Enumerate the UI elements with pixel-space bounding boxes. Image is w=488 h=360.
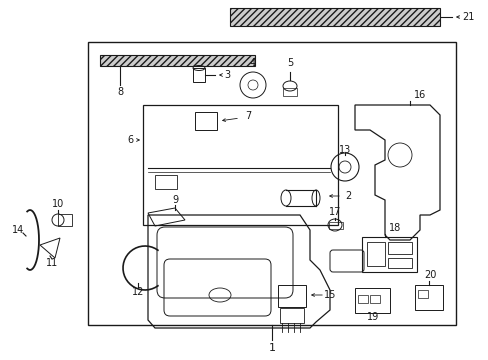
Text: 3: 3: [224, 70, 229, 80]
Text: 7: 7: [244, 111, 251, 121]
Bar: [280, 308, 304, 323]
Bar: [387, 242, 411, 254]
Text: 18: 18: [388, 223, 400, 233]
Text: 14: 14: [12, 225, 24, 235]
Bar: [278, 285, 305, 307]
Bar: [417, 290, 427, 298]
Text: 6: 6: [127, 135, 133, 145]
Text: 4: 4: [249, 58, 256, 68]
Bar: [100, 55, 254, 66]
Text: 21: 21: [461, 12, 473, 22]
Text: 19: 19: [366, 312, 378, 322]
Text: 16: 16: [413, 90, 425, 100]
Text: 10: 10: [52, 199, 64, 209]
Bar: [88, 42, 455, 325]
Bar: [142, 105, 337, 225]
Text: 17: 17: [328, 207, 341, 217]
Text: 15: 15: [323, 290, 336, 300]
Bar: [283, 88, 296, 96]
Bar: [387, 258, 411, 268]
Text: 2: 2: [344, 191, 350, 201]
Text: 20: 20: [423, 270, 435, 280]
Bar: [229, 8, 439, 26]
Text: 9: 9: [172, 195, 178, 205]
Text: 5: 5: [286, 58, 292, 68]
Text: 8: 8: [117, 87, 123, 97]
Bar: [357, 295, 367, 303]
Bar: [354, 288, 389, 313]
Bar: [369, 295, 379, 303]
Bar: [328, 222, 342, 229]
Bar: [58, 214, 72, 226]
Bar: [193, 68, 204, 82]
Bar: [361, 237, 416, 272]
Bar: [366, 242, 384, 266]
Bar: [414, 285, 442, 310]
Text: 13: 13: [338, 145, 350, 155]
Text: 12: 12: [132, 287, 144, 297]
Text: 1: 1: [268, 343, 275, 353]
Text: 11: 11: [46, 258, 58, 268]
Bar: [195, 112, 217, 130]
Bar: [155, 175, 177, 189]
